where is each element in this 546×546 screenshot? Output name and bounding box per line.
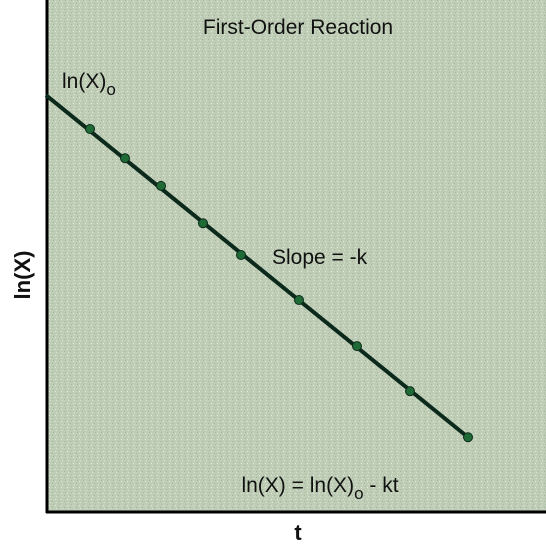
annotation-part: o [106,80,115,99]
annotation-part: - kt [364,474,399,497]
x-axis-label: t [294,520,302,545]
data-point [198,218,208,229]
annotation-part: o [354,484,363,503]
annotation: ln(X)o [62,70,116,99]
annotation: ln(X) = ln(X)o - kt [241,474,398,503]
annotation-part: ln(X) [62,70,106,93]
y-axis-label: ln(X) [10,251,35,300]
fit-line [44,93,470,439]
data-point [236,249,246,260]
annotation: Slope = -k [272,246,368,269]
data-point [405,386,415,397]
annotation-part: ln(X) = ln(X) [241,474,354,497]
data-point [294,295,304,306]
data-point [463,432,473,443]
plot-background [46,0,546,512]
data-point [352,341,362,352]
data-point [156,180,166,191]
chart-title: First-Order Reaction [203,16,393,39]
data-point [120,153,130,164]
annotation-part: Slope = -k [272,246,368,269]
data-point [85,124,95,135]
